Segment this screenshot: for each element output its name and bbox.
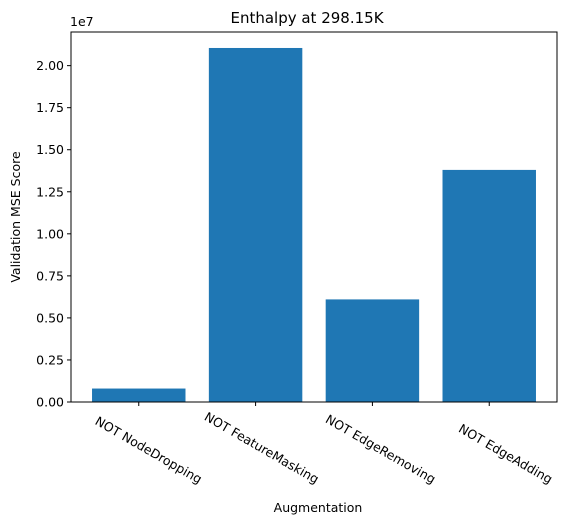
- plot-frame: [70, 31, 558, 403]
- y-tick-label: 1.25: [36, 184, 64, 199]
- bar-not-nodedropping: [92, 388, 186, 402]
- y-tick-label: 0.00: [36, 395, 64, 410]
- x-tick-label: NOT EdgeAdding: [456, 421, 555, 487]
- y-tick-label: 0.50: [36, 310, 64, 325]
- y-tick-label: 1.75: [36, 100, 64, 115]
- bars-group: [92, 47, 536, 403]
- bar-not-edgeremoving: [325, 299, 420, 402]
- x-axis-title: Augmentation: [274, 500, 363, 515]
- y-axis-title: Validation MSE Score: [8, 151, 23, 283]
- x-tick-label: NOT NodeDropping: [93, 413, 205, 486]
- y-axis-ticks: 0.00 0.25 0.50 0.75 1.00 1.25 1.50 1.75 2.00: [36, 58, 71, 410]
- bar-not-featuremasking: [208, 47, 303, 403]
- y-tick-label: 1.00: [36, 226, 64, 241]
- y-tick-label: 0.75: [36, 268, 64, 283]
- x-tick-label: NOT EdgeRemoving: [323, 411, 438, 486]
- x-tick-label: NOT FeatureMasking: [202, 409, 322, 487]
- y-tick-label: 0.25: [36, 352, 64, 367]
- y-tick-label: 1.50: [36, 142, 64, 157]
- y-tick-label: 2.00: [36, 58, 64, 73]
- y-scale-multiplier: 1e7: [70, 14, 94, 29]
- bar-not-edgeadding: [442, 169, 536, 402]
- chart-title: Enthalpy at 298.15K: [230, 9, 384, 27]
